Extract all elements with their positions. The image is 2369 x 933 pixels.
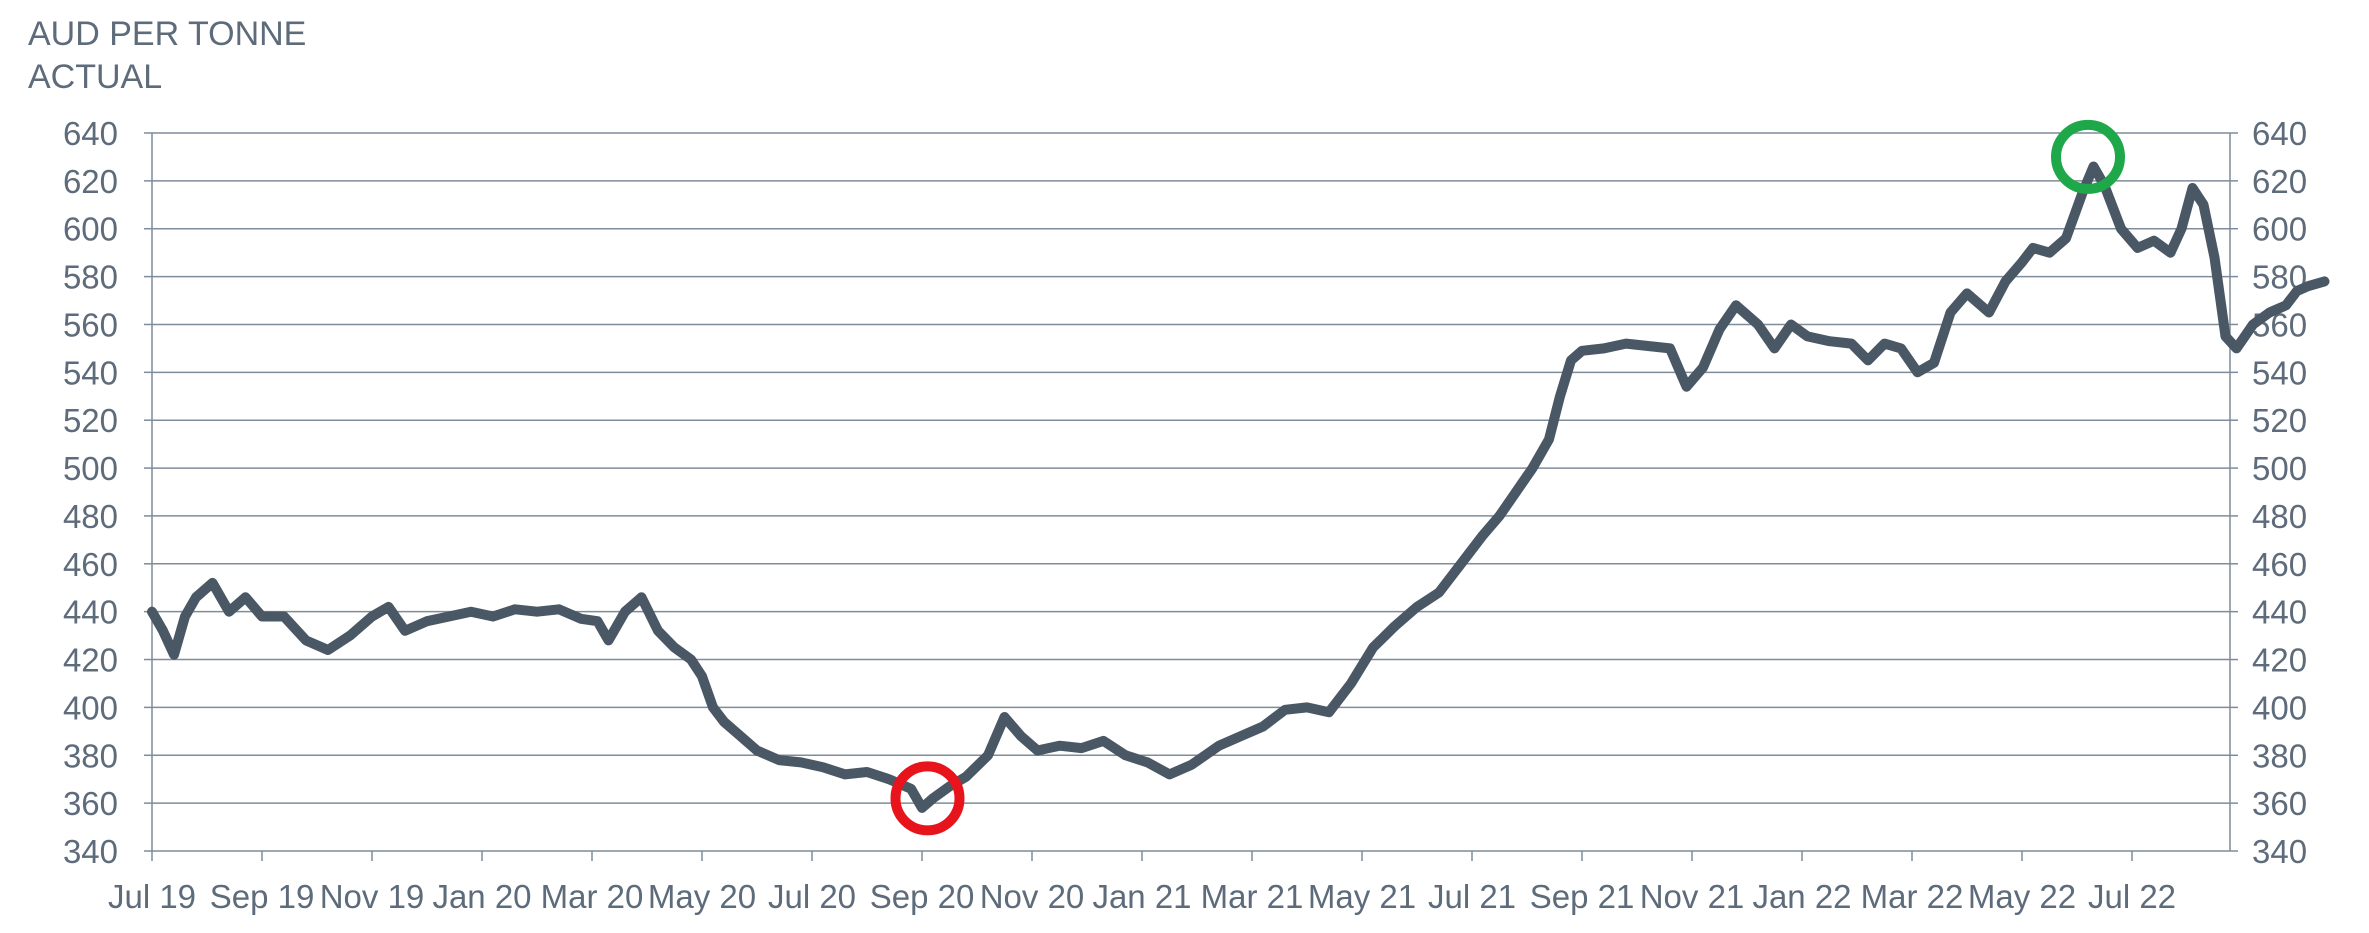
y-tick-left: 460: [63, 546, 118, 583]
x-axis: Jul 19 Sep 19 Nov 19 Jan 20 Mar 20 May 20 Jul …: [108, 851, 2176, 915]
y-tick-right: 480: [2252, 498, 2307, 535]
x-tick-label: Sep 21: [1530, 878, 1635, 915]
x-tick-label: Jul 19: [108, 878, 196, 915]
y-tick-right: 360: [2252, 785, 2307, 822]
low-point-marker: [890, 761, 965, 836]
x-tick-label: Jan 20: [432, 878, 531, 915]
y-tick-left: 540: [63, 354, 118, 391]
x-tick-label: May 22: [1968, 878, 2076, 915]
x-tick-label: May 21: [1308, 878, 1416, 915]
y-tick-left: 360: [63, 785, 118, 822]
x-tick-label: May 20: [648, 878, 756, 915]
y-axis-unit-line1: AUD PER TONNE: [28, 15, 307, 53]
y-tick-right: 520: [2252, 402, 2307, 439]
x-tick-label: Nov 21: [1640, 878, 1745, 915]
y-axis-right: 3403603804004204404604805005205405605806…: [2252, 115, 2307, 870]
x-tick-label: Jul 21: [1428, 878, 1516, 915]
y-tick-right: 440: [2252, 594, 2307, 631]
x-tick-label: Jan 22: [1752, 878, 1851, 915]
y-tick-left: 580: [63, 259, 118, 296]
high-point-marker: [2051, 119, 2125, 194]
x-tick-label: Jul 20: [768, 878, 856, 915]
y-tick-left: 640: [63, 115, 118, 152]
y-tick-right: 540: [2252, 354, 2307, 391]
y-axis-unit-line2: ACTUAL: [28, 58, 163, 96]
x-tick-label: Mar 20: [541, 878, 644, 915]
y-tick-left: 600: [63, 211, 118, 248]
grid-lines: [144, 132, 2238, 852]
y-tick-left: 620: [63, 163, 118, 200]
y-tick-right: 420: [2252, 642, 2307, 679]
x-tick-label: Nov 19: [320, 878, 425, 915]
y-tick-right: 600: [2252, 211, 2307, 248]
x-tick-label: Mar 22: [1861, 878, 1964, 915]
y-tick-left: 420: [63, 642, 118, 679]
y-tick-left: 340: [63, 833, 118, 870]
y-tick-right: 640: [2252, 115, 2307, 152]
y-tick-left: 400: [63, 689, 118, 726]
y-tick-left: 560: [63, 306, 118, 343]
price-series-line: [147, 161, 2330, 813]
y-axis-left: 340 360 380 400 420 440 460 480 500 520 540 560 580 6…: [63, 115, 118, 870]
y-tick-right: 620: [2252, 163, 2307, 200]
y-tick-right: 380: [2252, 737, 2307, 774]
annotation-layer: [890, 119, 2125, 836]
x-tick-label: Sep 20: [870, 878, 975, 915]
x-tick-label: Sep 19: [210, 878, 315, 915]
y-tick-right: 340: [2252, 833, 2307, 870]
y-tick-left: 440: [63, 594, 118, 631]
x-tick-label: Jul 22: [2088, 878, 2176, 915]
y-tick-right: 460: [2252, 546, 2307, 583]
x-tick-label: Mar 21: [1201, 878, 1304, 915]
y-tick-left: 380: [63, 737, 118, 774]
y-tick-right: 500: [2252, 450, 2307, 487]
y-tick-left: 500: [63, 450, 118, 487]
y-tick-left: 480: [63, 498, 118, 535]
y-tick-left: 520: [63, 402, 118, 439]
x-tick-label: Nov 20: [980, 878, 1085, 915]
y-tick-right: 400: [2252, 689, 2307, 726]
series-layer: [147, 161, 2330, 813]
x-tick-label: Jan 21: [1092, 878, 1191, 915]
